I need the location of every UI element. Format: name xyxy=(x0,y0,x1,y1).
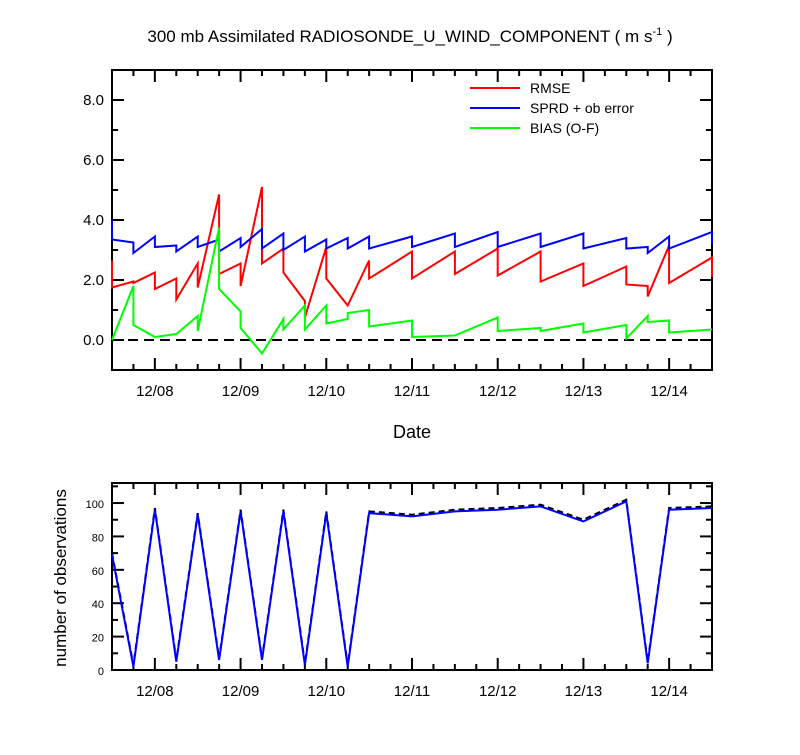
obs-line-possible xyxy=(111,498,713,666)
top-y-tick-label: 6.0 xyxy=(83,152,104,169)
top-x-tick-label: 12/11 xyxy=(394,383,430,400)
series-line-bias-o-f xyxy=(111,227,713,356)
bottom-x-tick-label: 12/10 xyxy=(308,683,346,700)
top-y-tick-label: 4.0 xyxy=(83,212,104,229)
series-line-sprd-ob-error xyxy=(111,220,713,256)
obs-line-used xyxy=(111,499,713,667)
top-y-tick-label: 2.0 xyxy=(83,272,104,289)
bottom-plot-frame xyxy=(111,482,713,671)
bottom-chart: 12/08 12/09 12/10 12/11 12/12 12/13 12/14 0 20 40… xyxy=(86,482,713,700)
bottom-x-tick-label: 12/09 xyxy=(222,683,260,700)
top-x-axis-label: Date xyxy=(393,422,431,442)
top-x-tick-label: 12/12 xyxy=(479,383,517,400)
bottom-y-tick-label: 60 xyxy=(92,566,104,578)
chart-title: 300 mb Assimilated RADIOSONDE_U_WIND_COM… xyxy=(147,26,672,46)
top-x-tick-label: 12/10 xyxy=(308,383,346,400)
bottom-y-tick-label: 100 xyxy=(86,499,104,511)
legend-label: BIAS (O-F) xyxy=(530,120,599,136)
bottom-x-tick-label: 12/14 xyxy=(650,683,688,700)
bottom-y-tick-label: 20 xyxy=(92,633,104,645)
bottom-x-tick-label: 12/12 xyxy=(479,683,517,700)
bottom-x-tick-label: 12/08 xyxy=(136,683,174,700)
top-x-tick-label: 12/09 xyxy=(222,383,260,400)
top-x-tick-label: 12/13 xyxy=(565,383,603,400)
series-line-rmse xyxy=(111,186,713,318)
bottom-x-tick-label: 12/13 xyxy=(565,683,603,700)
bottom-y-tick-label: 40 xyxy=(92,599,104,611)
bottom-y-axis-label: number of observations xyxy=(51,489,70,667)
legend-label: RMSE xyxy=(530,80,570,96)
bottom-y-tick-label: 0 xyxy=(98,666,104,678)
bottom-x-tick-label: 12/11 xyxy=(394,683,430,700)
top-x-tick-label: 12/14 xyxy=(650,383,688,400)
legend-label: SPRD + ob error xyxy=(530,100,634,116)
top-x-tick-label: 12/08 xyxy=(136,383,174,400)
top-chart: 12/08 12/09 12/10 12/11 12/12 12/13 12/14 0.0 2.… xyxy=(83,69,713,400)
top-y-tick-label: 0.0 xyxy=(83,332,104,349)
bottom-y-tick-label: 80 xyxy=(92,532,104,544)
top-y-tick-label: 8.0 xyxy=(83,92,104,109)
